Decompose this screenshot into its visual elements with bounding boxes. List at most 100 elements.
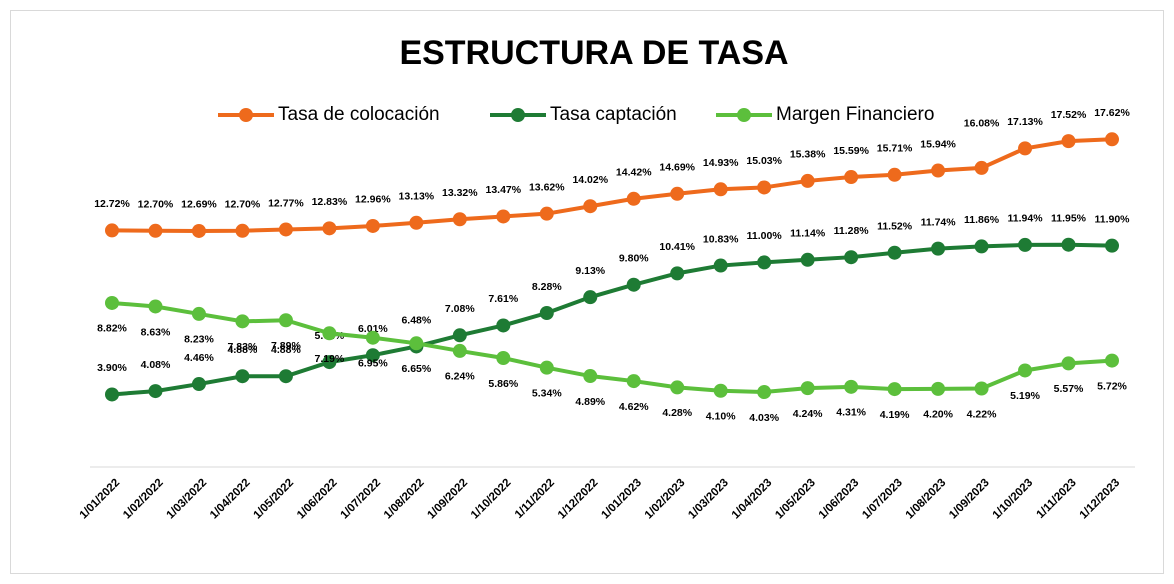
data-label: 15.38%: [790, 149, 826, 161]
data-point: [148, 299, 163, 314]
data-point: [365, 218, 380, 233]
data-label: 7.61%: [488, 293, 518, 305]
legend-marker: [239, 108, 253, 122]
data-label: 5.72%: [1097, 380, 1127, 392]
data-point: [235, 369, 250, 384]
data-point: [757, 180, 772, 195]
data-label: 5.57%: [1054, 383, 1084, 395]
data-point: [365, 330, 380, 345]
data-label: 7.83%: [228, 341, 258, 353]
data-point: [844, 379, 859, 394]
data-label: 8.23%: [184, 334, 214, 346]
data-label: 12.83%: [312, 196, 348, 208]
data-point: [278, 313, 293, 328]
data-point: [235, 223, 250, 238]
data-point: [800, 381, 815, 396]
data-label: 4.20%: [923, 409, 953, 421]
data-label: 4.62%: [619, 401, 649, 413]
data-point: [887, 382, 902, 397]
data-label: 4.19%: [880, 409, 910, 421]
data-label: 5.19%: [1010, 390, 1040, 402]
data-point: [1018, 237, 1033, 252]
data-point: [626, 277, 641, 292]
series-line: [111, 242, 1113, 397]
data-label: 12.70%: [225, 199, 261, 211]
data-label: 14.93%: [703, 157, 739, 169]
data-point: [322, 326, 337, 341]
data-label: 4.31%: [836, 407, 866, 419]
data-point: [1105, 238, 1119, 253]
data-label: 12.96%: [355, 194, 391, 206]
data-label: 8.28%: [532, 281, 562, 293]
data-label: 4.10%: [706, 411, 736, 423]
data-label: 12.70%: [138, 199, 174, 211]
data-label: 6.95%: [358, 358, 388, 370]
data-point: [452, 343, 467, 358]
data-label: 14.42%: [616, 167, 652, 179]
data-label: 9.13%: [575, 265, 605, 277]
data-point: [626, 191, 641, 206]
series-line: [111, 137, 1113, 233]
data-label: 12.77%: [268, 197, 304, 209]
data-label: 11.00%: [747, 230, 783, 242]
data-label: 11.28%: [834, 225, 870, 237]
data-point: [105, 223, 119, 238]
data-point: [800, 252, 815, 267]
data-point: [1061, 237, 1076, 252]
data-label: 4.89%: [575, 396, 605, 408]
data-point: [626, 374, 641, 389]
data-point: [539, 360, 554, 375]
data-label: 3.90%: [97, 362, 127, 374]
data-point: [409, 215, 424, 230]
data-point: [278, 222, 293, 237]
data-label: 12.72%: [94, 198, 130, 210]
data-point: [713, 258, 728, 273]
data-label: 10.41%: [659, 241, 695, 253]
data-label: 8.63%: [141, 326, 171, 338]
data-label: 13.47%: [485, 184, 521, 196]
chart-title: ESTRUCTURA DE TASA: [399, 34, 788, 72]
data-point: [670, 266, 685, 281]
data-point: [452, 212, 467, 227]
data-point: [974, 381, 989, 396]
legend-label: Tasa de colocación: [278, 104, 440, 125]
data-label: 11.95%: [1051, 213, 1087, 225]
data-label: 4.22%: [967, 408, 997, 420]
data-point: [887, 167, 902, 182]
data-point: [931, 381, 946, 396]
data-point: [713, 182, 728, 197]
data-label: 11.86%: [964, 214, 1000, 226]
data-point: [1061, 356, 1076, 371]
data-label: 4.28%: [662, 407, 692, 419]
data-point: [1105, 353, 1119, 368]
data-point: [583, 369, 598, 384]
data-label: 4.88%: [271, 344, 301, 356]
data-label: 13.13%: [399, 191, 435, 203]
data-label: 14.69%: [659, 162, 695, 174]
data-label: 15.71%: [877, 143, 913, 155]
data-point: [365, 348, 380, 363]
legend-label: Tasa captación: [550, 104, 677, 125]
data-point: [496, 318, 511, 333]
data-label: 8.82%: [97, 323, 127, 335]
data-point: [452, 328, 467, 343]
data-point: [191, 377, 206, 392]
data-label: 16.08%: [964, 118, 1000, 130]
data-point: [278, 369, 293, 384]
data-point: [191, 223, 206, 238]
data-label: 6.48%: [401, 314, 431, 326]
data-point: [844, 250, 859, 265]
data-label: 13.62%: [529, 181, 565, 193]
data-label: 7.19%: [315, 353, 345, 365]
data-label: 17.52%: [1051, 109, 1087, 121]
data-point: [105, 295, 119, 310]
data-label: 4.03%: [749, 412, 779, 424]
data-label: 6.65%: [401, 363, 431, 375]
data-label: 5.34%: [532, 387, 562, 399]
data-label: 11.90%: [1094, 213, 1130, 225]
data-label: 11.52%: [877, 221, 913, 233]
data-label: 6.01%: [358, 323, 388, 335]
data-label: 6.24%: [445, 371, 475, 383]
data-point: [409, 336, 424, 351]
